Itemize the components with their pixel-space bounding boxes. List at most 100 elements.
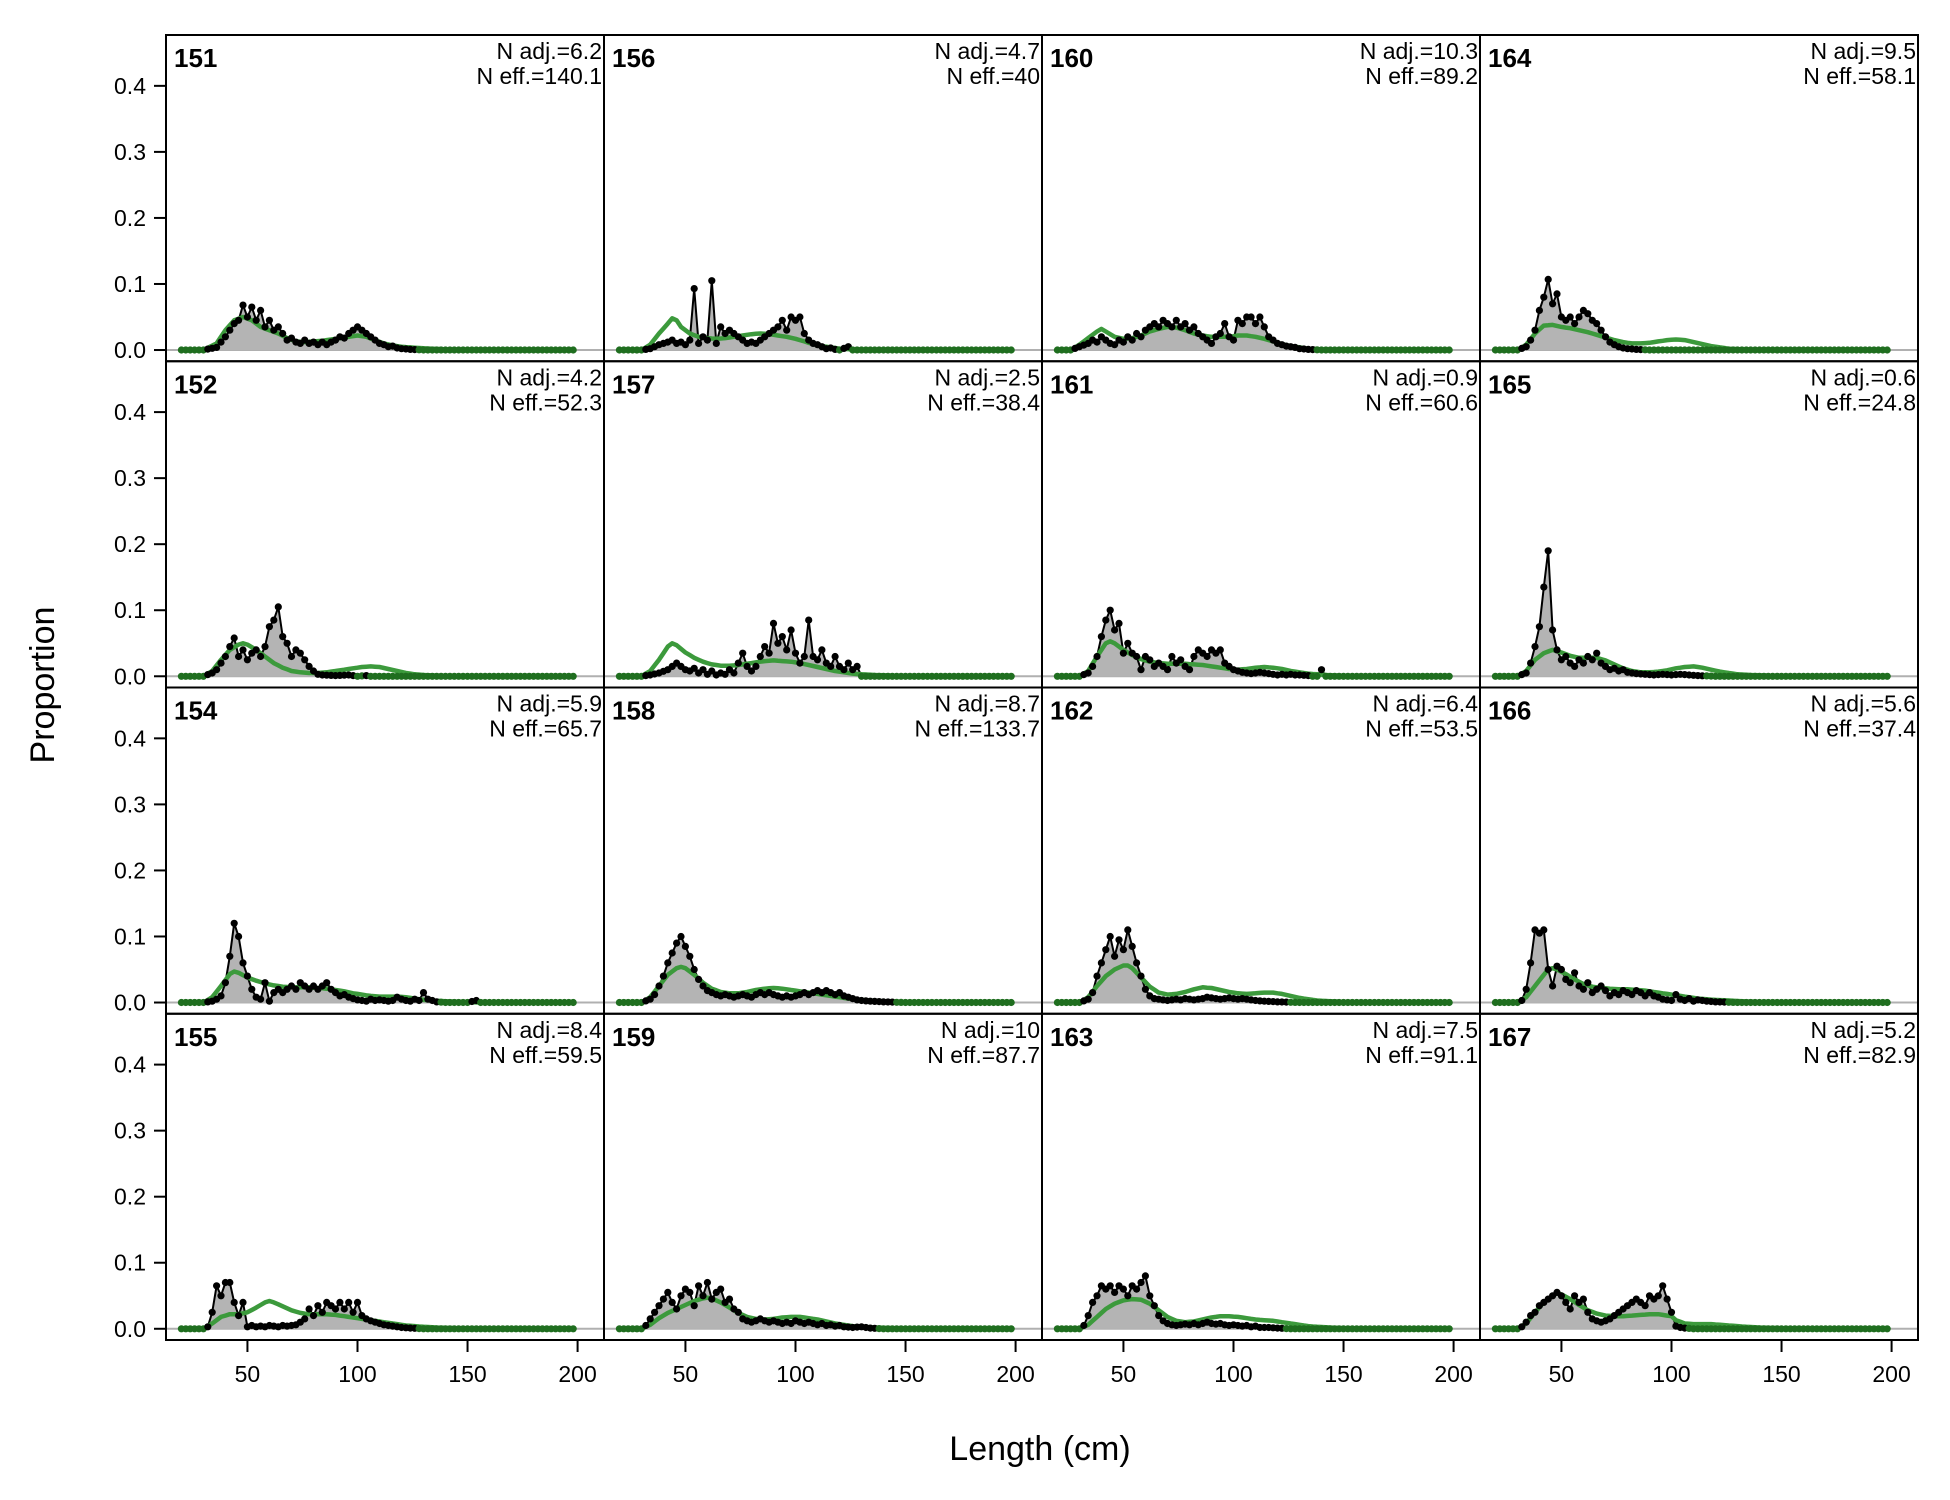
observed-point: [1089, 1298, 1097, 1306]
panel-161: 161 N adj.=0.9N eff.=60.6: [1041, 360, 1481, 689]
zero-point: [1007, 672, 1015, 680]
observed-area: [619, 936, 1012, 1003]
observed-point: [699, 1292, 707, 1300]
observed-point: [243, 656, 251, 664]
observed-point: [1571, 969, 1579, 977]
panel-id-label: 159: [612, 1022, 655, 1052]
observed-point: [230, 634, 238, 642]
observed-point: [796, 313, 804, 321]
x-tick-label: 150: [886, 1361, 924, 1387]
observed-point: [734, 1308, 742, 1316]
panel-id-label: 155: [174, 1022, 217, 1052]
zero-point: [1445, 346, 1453, 354]
n-eff-label: N eff.=89.2: [1365, 63, 1478, 89]
observed-point: [774, 639, 782, 647]
x-tick-label: 150: [1324, 1361, 1362, 1387]
observed-point: [651, 991, 659, 999]
panel-id-label: 162: [1050, 696, 1093, 726]
observed-point: [668, 1298, 676, 1306]
observed-point: [1593, 320, 1601, 328]
observed-point: [712, 339, 720, 347]
x-tick-label: 50: [1111, 1361, 1137, 1387]
observed-point: [1597, 982, 1605, 990]
observed-point: [1089, 989, 1097, 997]
observed-point: [1667, 1308, 1676, 1316]
observed-point: [292, 985, 300, 993]
observed-point: [695, 1282, 703, 1290]
observed-point: [283, 639, 291, 647]
n-adj-label: N adj.=6.4: [1373, 691, 1479, 717]
panel-id-label: 157: [612, 369, 655, 399]
n-adj-label: N adj.=10.3: [1360, 38, 1478, 64]
observed-point: [1571, 320, 1579, 328]
n-adj-label: N adj.=4.2: [497, 364, 603, 390]
observed-point: [1168, 652, 1176, 661]
observed-point: [659, 972, 668, 980]
n-adj-label: N adj.=6.2: [497, 38, 603, 64]
observed-point: [1119, 946, 1127, 954]
observed-point: [279, 633, 287, 641]
observed-point: [336, 1298, 344, 1306]
observed-point: [765, 649, 773, 657]
observed-point: [415, 996, 423, 1005]
x-tick-label: 100: [1214, 1361, 1252, 1387]
observed-point: [1229, 336, 1238, 344]
observed-point: [695, 339, 703, 347]
observed-point: [1256, 313, 1264, 321]
observed-point: [686, 952, 694, 960]
x-tick-label: 200: [1872, 1361, 1910, 1387]
observed-point: [1540, 293, 1548, 301]
panel-151: 151 N adj.=6.2N eff.=140.1: [165, 34, 605, 363]
observed-point: [791, 649, 800, 657]
observed-point: [673, 1305, 681, 1313]
y-tick-label: 0.3: [114, 1118, 146, 1144]
observed-point: [1128, 942, 1136, 951]
observed-point: [690, 285, 698, 293]
observed-point: [239, 1298, 247, 1306]
panel-id-label: 164: [1488, 43, 1532, 73]
observed-point: [1111, 952, 1119, 960]
observed-point: [677, 1292, 685, 1300]
n-eff-label: N eff.=65.7: [489, 716, 602, 742]
observed-point: [213, 666, 221, 674]
panel-159: 159 N adj.=10N eff.=87.7: [603, 1012, 1043, 1341]
observed-point: [703, 336, 712, 344]
observed-point: [1119, 338, 1127, 346]
x-tick-label: 100: [776, 1361, 814, 1387]
observed-point: [783, 326, 791, 334]
observed-point: [261, 323, 269, 331]
observed-point: [651, 1308, 659, 1316]
observed-point: [1111, 626, 1119, 634]
observed-point: [1141, 985, 1149, 993]
observed-point: [1557, 965, 1565, 974]
observed-point: [265, 623, 273, 631]
observed-point: [708, 277, 716, 285]
panel-id-label: 165: [1488, 369, 1531, 399]
zero-point: [569, 672, 577, 680]
observed-point: [270, 616, 278, 624]
zero-point: [1313, 672, 1321, 680]
n-eff-label: N eff.=58.1: [1803, 63, 1916, 89]
observed-point: [305, 1305, 313, 1313]
observed-point: [1150, 1302, 1158, 1310]
y-tick-label: 0.2: [114, 205, 146, 231]
observed-point: [1093, 1292, 1101, 1300]
observed-point: [1575, 313, 1583, 321]
observed-point: [243, 972, 251, 980]
observed-point: [778, 316, 786, 324]
observed-point: [230, 919, 238, 927]
observed-point: [1137, 333, 1145, 341]
observed-point: [1207, 339, 1216, 347]
observed-point: [279, 329, 287, 338]
observed-point: [646, 995, 654, 1003]
observed-point: [243, 313, 251, 321]
observed-point: [257, 652, 265, 661]
observed-point: [1084, 1312, 1092, 1320]
observed-point: [1566, 979, 1574, 987]
observed-point: [725, 1295, 734, 1303]
observed-point: [301, 1315, 309, 1323]
zero-point: [569, 1325, 577, 1333]
n-eff-label: N eff.=59.5: [489, 1042, 602, 1068]
observed-point: [331, 1305, 340, 1313]
observed-point: [778, 633, 786, 641]
